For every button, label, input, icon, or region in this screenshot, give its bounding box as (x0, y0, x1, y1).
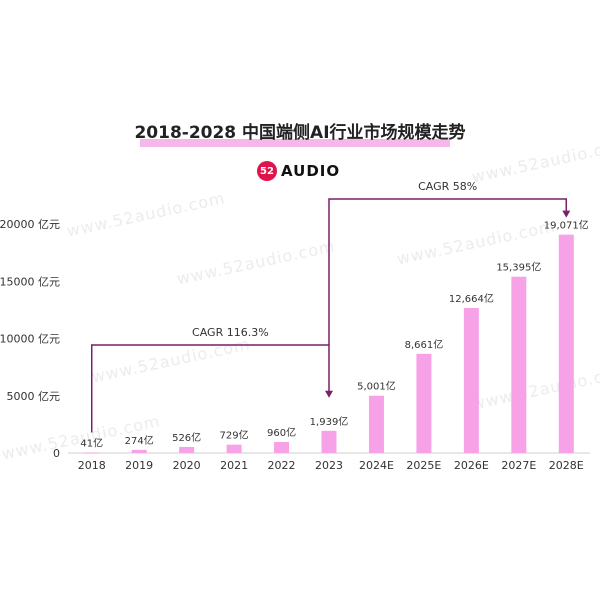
logo-text: AUDIO (281, 162, 341, 180)
cagr-bracket-1 (90, 344, 330, 433)
bar (558, 234, 574, 453)
bar (511, 276, 527, 453)
title-highlight (140, 139, 450, 147)
bar (368, 395, 384, 453)
cagr-arrow-1-icon (325, 390, 333, 398)
x-tick-label: 2026E (454, 459, 489, 472)
data-label: 8,661亿 (405, 338, 444, 351)
logo: 52 AUDIO (257, 160, 340, 182)
x-tick-label: 2027E (501, 459, 536, 472)
x-tick-label: 2023 (315, 459, 343, 472)
x-tick-label: 2019 (125, 459, 153, 472)
data-label: 1,939亿 (310, 415, 349, 428)
x-tick-label: 2028E (549, 459, 584, 472)
x-tick-label: 2020 (173, 459, 201, 472)
bar (463, 307, 479, 453)
data-label: 15,395亿 (496, 261, 541, 274)
y-tick-label: 0 (53, 447, 60, 460)
data-label: 526亿 (172, 431, 201, 444)
bar (416, 353, 432, 453)
chart-title: 2018-2028 中国端侧AI行业市场规模走势 (134, 123, 466, 143)
logo-mark-icon: 52 (257, 161, 277, 181)
cagr-label-2: CAGR 58% (418, 180, 477, 193)
data-label: 960亿 (267, 426, 296, 439)
x-tick-label: 2022 (268, 459, 296, 472)
x-tick-label: 2025E (406, 459, 441, 472)
data-label: 274亿 (125, 434, 154, 447)
x-tick-label: 2024E (359, 459, 394, 472)
bar (321, 430, 337, 453)
bar (131, 449, 147, 453)
x-tick-label: 2018 (78, 459, 106, 472)
y-tick-label: 15000 亿元 (0, 275, 60, 288)
cagr-bracket-2 (328, 198, 568, 345)
bar (274, 442, 290, 453)
cagr-arrow-2-icon (562, 210, 571, 218)
y-tick-label: 10000 亿元 (0, 333, 60, 346)
data-label: 41亿 (80, 437, 103, 450)
data-label: 5,001亿 (357, 380, 396, 393)
cagr-label-1: CAGR 116.3% (192, 326, 269, 339)
bar (84, 452, 100, 454)
data-label: 729亿 (220, 429, 249, 442)
y-tick-label: 5000 亿元 (7, 390, 61, 403)
x-tick-label: 2021 (220, 459, 248, 472)
y-tick-label: 20000 亿元 (0, 218, 60, 231)
data-label: 19,071亿 (544, 219, 589, 232)
data-label: 12,664亿 (449, 292, 494, 305)
bar (226, 444, 242, 453)
bar (179, 446, 195, 453)
